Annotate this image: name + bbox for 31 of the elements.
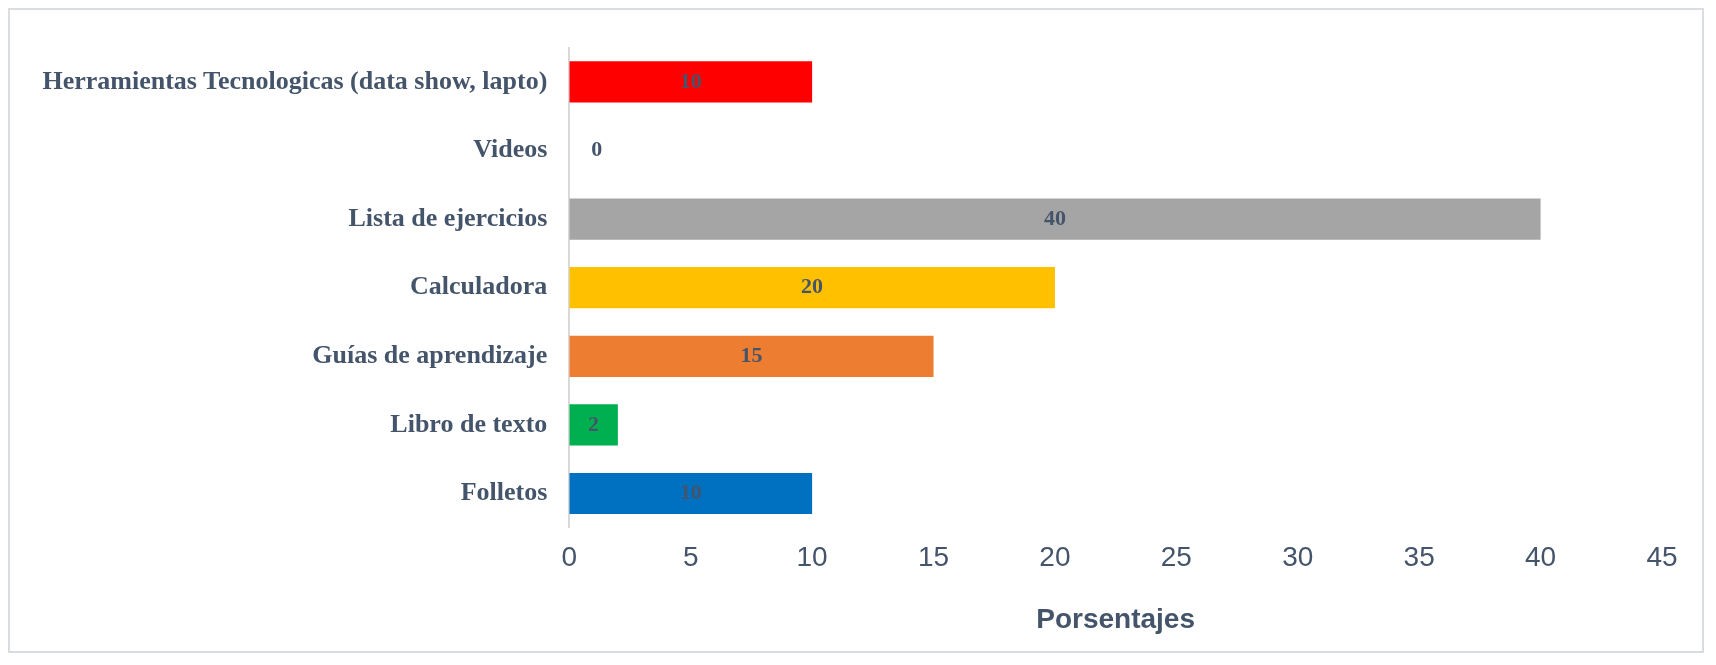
bar xyxy=(569,267,1055,309)
x-tick-label: 40 xyxy=(1525,541,1557,573)
x-tick-label: 30 xyxy=(1282,541,1314,573)
data-label: 20 xyxy=(801,273,824,299)
data-label: 40 xyxy=(1043,204,1066,230)
x-tick-label: 25 xyxy=(1160,541,1192,573)
data-label: 10 xyxy=(679,479,702,505)
data-label: 2 xyxy=(588,410,600,436)
y-tick-label: Videos xyxy=(473,134,548,164)
bar xyxy=(569,404,618,446)
data-label: 15 xyxy=(740,341,763,367)
x-axis-title: Porsentajes xyxy=(1036,602,1196,634)
y-tick-label: Folletos xyxy=(460,477,548,507)
bar xyxy=(569,472,813,515)
data-label: 0 xyxy=(591,136,603,162)
x-tick-label: 0 xyxy=(561,541,578,573)
x-tick-label: 5 xyxy=(682,541,699,573)
y-tick-label: Libro de texto xyxy=(390,408,548,438)
x-tick-label: 20 xyxy=(1039,541,1071,573)
x-tick-label: 35 xyxy=(1403,541,1435,573)
bar xyxy=(569,335,934,377)
bar xyxy=(569,198,1541,240)
y-tick-label: Lista de ejercicios xyxy=(348,202,548,232)
y-tick-label: Herramientas Tecnologicas (data show, lapto) xyxy=(42,65,548,95)
data-label: 10 xyxy=(679,67,702,93)
x-tick-label: 10 xyxy=(796,541,828,573)
bar xyxy=(569,61,813,103)
x-tick-label: 15 xyxy=(917,541,950,573)
y-tick-label: Guías de aprendizaje xyxy=(312,340,548,370)
x-tick-label: 45 xyxy=(1646,541,1678,573)
y-tick-label: Calculadora xyxy=(410,271,548,301)
